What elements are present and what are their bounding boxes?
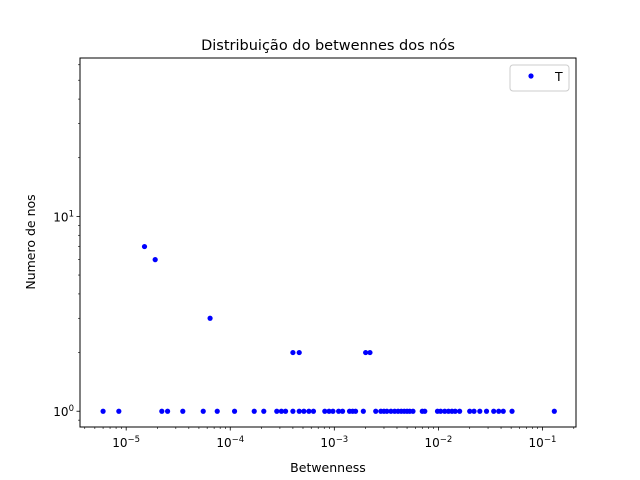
data-point xyxy=(483,408,490,414)
data-point xyxy=(301,408,307,414)
data-point xyxy=(452,408,458,414)
data-point xyxy=(164,408,171,414)
data-point xyxy=(367,349,373,356)
x-tick-label: 10−3 xyxy=(320,435,348,450)
data-point xyxy=(457,408,463,414)
data-point xyxy=(477,408,483,414)
data-point xyxy=(200,408,206,414)
data-point xyxy=(339,408,346,414)
x-tick-label: 10−1 xyxy=(529,435,557,450)
plot-area: 10−5 10−4 10−3 10−2 10−1 100 101 xyxy=(53,57,577,450)
data-point xyxy=(373,408,379,414)
data-point xyxy=(152,257,158,263)
data-point xyxy=(282,408,289,414)
data-point xyxy=(384,408,390,414)
data-point xyxy=(388,408,394,414)
data-point xyxy=(471,408,477,414)
data-point xyxy=(509,408,515,414)
x-tick-label: 10−2 xyxy=(424,435,452,450)
data-point xyxy=(442,408,448,414)
data-point xyxy=(100,408,106,414)
data-point xyxy=(261,408,267,414)
x-axis-label: Betwenness xyxy=(290,460,366,475)
data-point xyxy=(290,349,296,356)
data-point xyxy=(326,408,332,414)
data-point xyxy=(496,408,502,414)
data-point xyxy=(180,408,186,414)
data-point xyxy=(278,408,284,414)
data-point xyxy=(360,408,366,414)
data-point xyxy=(352,408,359,414)
legend-label: T xyxy=(554,69,563,84)
y-axis-label: Numero de nos xyxy=(23,194,38,289)
data-point xyxy=(336,408,342,414)
data-point xyxy=(159,408,165,414)
y-tick-label: 100 xyxy=(53,404,74,419)
data-point xyxy=(422,408,428,414)
data-point xyxy=(322,408,328,414)
data-point xyxy=(500,408,506,414)
data-point xyxy=(296,408,302,414)
data-point xyxy=(141,243,148,250)
data-point xyxy=(116,408,122,414)
x-tick-label: 10−4 xyxy=(216,435,244,450)
data-point xyxy=(467,408,473,414)
axes-frame xyxy=(79,57,577,428)
legend-box xyxy=(509,64,570,92)
data-point xyxy=(363,349,369,356)
data-point xyxy=(410,408,416,414)
chart-title: Distribuição do betwennes dos nós xyxy=(201,38,455,54)
data-point xyxy=(491,408,497,414)
data-point xyxy=(207,315,213,321)
data-point xyxy=(296,349,302,356)
data-point xyxy=(330,408,336,414)
data-points xyxy=(100,243,557,414)
data-point xyxy=(231,408,238,414)
y-tick-label: 101 xyxy=(53,209,74,224)
data-point xyxy=(274,408,280,414)
x-tick-label: 10−5 xyxy=(112,435,140,450)
data-point xyxy=(306,408,312,414)
data-point xyxy=(251,408,257,414)
x-axis-ticks: 10−5 10−4 10−3 10−2 10−1 xyxy=(84,427,575,450)
legend-marker xyxy=(528,73,534,79)
y-axis-ticks: 100 101 xyxy=(53,64,80,421)
data-point xyxy=(214,408,220,414)
data-point xyxy=(310,408,317,414)
data-point xyxy=(551,408,557,414)
legend: T xyxy=(509,64,570,92)
data-point xyxy=(290,408,296,414)
data-point xyxy=(437,408,444,414)
